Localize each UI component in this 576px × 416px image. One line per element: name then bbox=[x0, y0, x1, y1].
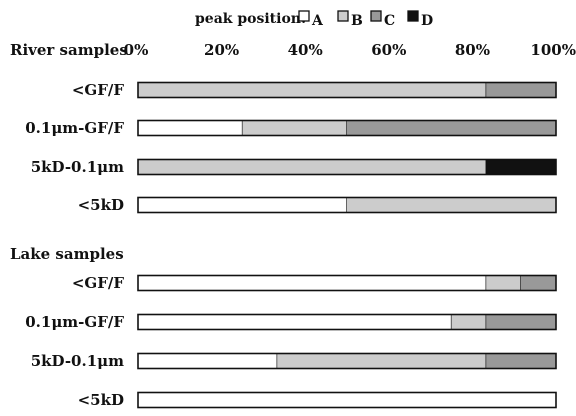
legend-label-c: C bbox=[384, 13, 395, 29]
bar-outline bbox=[137, 274, 557, 292]
row-label: <5kD bbox=[78, 196, 124, 214]
bar-row-0-1-m-gf-f: 0.1μm-GF/F bbox=[25, 119, 557, 137]
row-label: 5kD-0.1μm bbox=[31, 158, 124, 176]
legend-swatch-c bbox=[370, 10, 382, 22]
bar-row-gf-f: <GF/F bbox=[72, 81, 557, 99]
bar-segment-c bbox=[486, 314, 556, 330]
bar-outline bbox=[137, 81, 557, 99]
bar-row-5kd: <5kD bbox=[78, 196, 557, 214]
legend-swatch-d bbox=[407, 10, 419, 22]
bar-segment-c bbox=[486, 82, 556, 98]
row-label: <GF/F bbox=[72, 274, 125, 292]
row-label: 5kD-0.1μm bbox=[31, 352, 124, 370]
bar-segment-b bbox=[451, 314, 487, 330]
sample-groups: River samples <GF/F 0.1μm-GF/F 5kD-0.1μm <5k… bbox=[10, 41, 557, 409]
bar-segment-a bbox=[138, 392, 556, 408]
x-tick-label: 20% bbox=[204, 41, 239, 59]
legend: peak position: A B C D bbox=[195, 10, 433, 29]
bar-row-5kd: <5kD bbox=[78, 391, 557, 409]
bar-segment-b bbox=[242, 120, 347, 136]
row-label: 0.1μm-GF/F bbox=[25, 119, 124, 137]
bar-segment-a bbox=[138, 120, 243, 136]
row-label: 0.1μm-GF/F bbox=[25, 313, 124, 331]
bar-segment-a bbox=[138, 353, 278, 369]
x-tick-label: 60% bbox=[371, 41, 406, 59]
legend-label-a: A bbox=[311, 13, 324, 29]
bar-segment-a bbox=[138, 275, 487, 291]
bar-outline bbox=[137, 313, 557, 331]
bar-segment-b bbox=[138, 159, 487, 175]
bar-segment-c bbox=[486, 353, 556, 369]
bar-outline bbox=[137, 196, 557, 214]
bar-row-5kd-0-1-m: 5kD-0.1μm bbox=[31, 352, 557, 370]
group-title: River samples bbox=[10, 41, 128, 59]
group-title: Lake samples bbox=[10, 245, 124, 263]
bar-segment-d bbox=[486, 159, 556, 175]
row-label: <5kD bbox=[78, 391, 124, 409]
x-tick-label: 100% bbox=[530, 41, 576, 59]
group-lake-samples: Lake samples <GF/F 0.1μm-GF/F 5kD-0.1μm <5kD bbox=[10, 245, 557, 409]
bar-segment-b bbox=[486, 275, 521, 291]
bar-outline bbox=[137, 158, 557, 176]
bar-outline bbox=[137, 391, 557, 409]
bar-segment-b bbox=[138, 82, 487, 98]
bar-segment-c bbox=[520, 275, 556, 291]
legend-label-b: B bbox=[351, 13, 363, 29]
x-tick-label: 40% bbox=[288, 41, 323, 59]
legend-label-d: D bbox=[421, 13, 433, 29]
bar-segment-a bbox=[138, 314, 452, 330]
bar-segment-b bbox=[277, 353, 487, 369]
bar-row-0-1-m-gf-f: 0.1μm-GF/F bbox=[25, 313, 557, 331]
bar-segment-c bbox=[347, 120, 556, 136]
row-label: <GF/F bbox=[72, 81, 125, 99]
bar-outline bbox=[137, 119, 557, 137]
group-river-samples: River samples <GF/F 0.1μm-GF/F 5kD-0.1μm <5k… bbox=[10, 41, 557, 214]
x-tick-label: 80% bbox=[455, 41, 490, 59]
x-tick-label: 0% bbox=[124, 41, 149, 59]
bar-segment-a bbox=[138, 197, 347, 213]
legend-title: peak position: bbox=[195, 11, 306, 27]
x-axis-ticks: 0% 20% 40% 60% 80% 100% bbox=[124, 41, 576, 59]
bar-outline bbox=[137, 352, 557, 370]
bar-row-gf-f: <GF/F bbox=[72, 274, 557, 292]
bar-row-5kd-0-1-m: 5kD-0.1μm bbox=[31, 158, 557, 176]
legend-swatch-b bbox=[337, 10, 349, 22]
legend-swatch-a bbox=[298, 10, 310, 22]
bar-segment-b bbox=[347, 197, 556, 213]
